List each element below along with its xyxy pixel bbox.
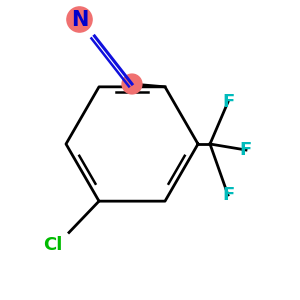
Text: N: N	[71, 10, 88, 29]
Text: F: F	[240, 141, 252, 159]
Text: F: F	[222, 93, 234, 111]
Text: F: F	[222, 186, 234, 204]
Circle shape	[67, 7, 92, 32]
Text: Cl: Cl	[43, 236, 62, 253]
Circle shape	[122, 74, 142, 94]
